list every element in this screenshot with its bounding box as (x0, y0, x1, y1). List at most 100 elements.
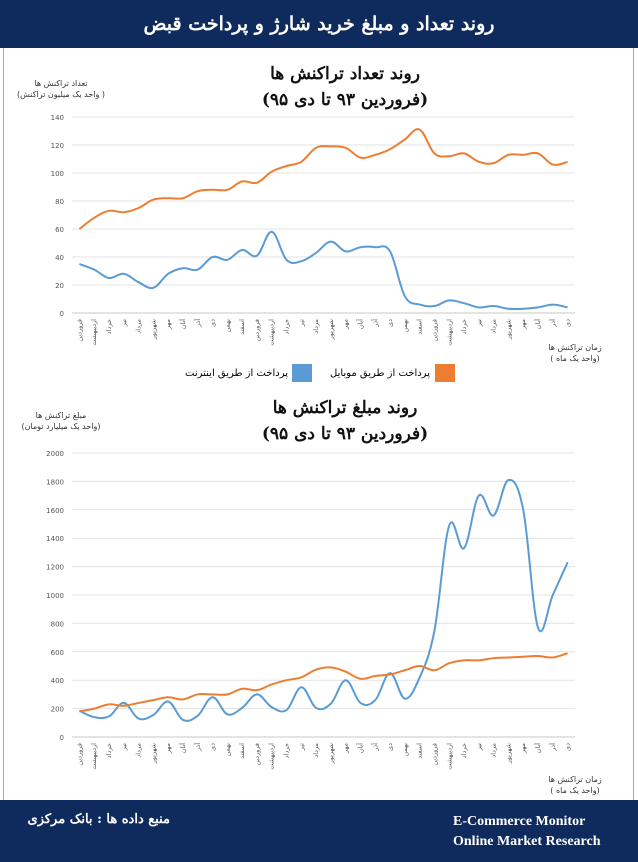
chart2-xtick-label: اسفند (416, 743, 424, 759)
chart1-xtick-label: شهریور (149, 319, 157, 340)
chart2-xtick-label: مرداد (135, 743, 143, 758)
chart1-xtick-label: مرداد (312, 319, 320, 334)
chart2-ytick-label: 1000 (46, 592, 64, 600)
header-bar (0, 0, 638, 48)
chart1-xlabel: زمان تراکنش ها (واحد یک ماه ) (520, 342, 630, 364)
chart1-ytick-label: 80 (55, 198, 64, 206)
chart1-xtick-label: آبان (355, 318, 364, 330)
chart2-xtick-label: مهر (519, 743, 527, 754)
chart2-xtick-label: اسفند (238, 743, 246, 759)
chart1-xtick-label: دی (386, 319, 394, 327)
chart2-ytick-label: 1200 (46, 564, 64, 572)
chart1-subtitle: (فروردین ۹۳ تا دی ۹۵) (261, 90, 429, 110)
chart1-xtick-label: آبان (178, 318, 187, 330)
chart2-xtick-label: اردیبهشت (90, 743, 98, 770)
chart2-xtick-label: تیر (297, 743, 305, 752)
chart2-ytick-label: 600 (51, 649, 64, 657)
legend-label-internet: پرداخت از طریق اینترنت (185, 368, 288, 379)
chart2-xtick-label: شهریور (504, 743, 512, 764)
chart2-ylabel-line2: (واحد یک میلیارد تومان) (21, 422, 101, 431)
footer-brand-line1: E-Commerce Monitor (453, 814, 586, 829)
chart2-xtick-label: خرداد (460, 743, 468, 758)
chart1-xtick-label: مهر (164, 319, 172, 330)
chart2-xtick-label: شهریور (327, 743, 335, 764)
chart1-xlabel-line2: (واحد یک ماه ) (550, 354, 600, 363)
chart1-xtick-label: اسفند (416, 319, 424, 335)
chart2-xtick-label: آبان (355, 742, 364, 754)
chart1-internet-line (79, 230, 568, 311)
chart1-xtick-label: فروردین (75, 319, 83, 342)
chart2-ylabel: مبلغ تراکنش ها (واحد یک میلیارد تومان) (6, 410, 116, 432)
chart2-ytick-label: 800 (51, 620, 64, 628)
chart2-xtick-label: آبان (533, 742, 542, 754)
chart2-xtick-label: بهمن (401, 743, 409, 757)
page-title: روند تعداد و مبلغ خرید شارژ و پرداخت قبض (143, 13, 495, 35)
chart1-mobile-line (78, 128, 568, 230)
chart1-ylabel-line1: تعداد تراکنش ها (34, 79, 88, 88)
chart1-xtick-label: آبان (533, 318, 542, 330)
chart2-ytick-label: 200 (51, 706, 64, 714)
chart1-xtick-label: بهمن (223, 319, 231, 333)
chart2-xtick-label: فروردین (253, 743, 261, 766)
footer-brand-line2: Online Market Research (453, 834, 601, 849)
chart1-xtick-label: فروردین (253, 319, 261, 342)
chart1-xtick-label: آذر (370, 318, 379, 328)
chart1-xtick-label: دی (564, 319, 572, 327)
chart2-xtick-label: آذر (193, 742, 202, 752)
chart2-xtick-label: مرداد (312, 743, 320, 758)
chart2-xtick-label: مرداد (490, 743, 498, 758)
legend-label-mobile: پرداخت از طریق موبایل (330, 368, 430, 379)
chart1-ytick-label: 140 (51, 114, 64, 122)
chart1-xtick-label: مهر (519, 319, 527, 330)
chart2-xtick-label: مهر (342, 743, 350, 754)
chart2-mobile-line (79, 652, 568, 713)
chart1-xtick-label: شهریور (504, 319, 512, 340)
chart2-xlabel: زمان تراکنش ها (واحد یک ماه ) (520, 774, 630, 796)
chart2-ytick-label: 1400 (46, 535, 64, 543)
chart1-xtick-label: مرداد (135, 319, 143, 334)
chart1-xtick-label: فروردین (430, 319, 438, 342)
chart1-xtick-label: بهمن (401, 319, 409, 333)
chart1-xtick-label: اسفند (238, 319, 246, 335)
chart2-xtick-label: دی (564, 743, 572, 751)
chart1-xtick-label: خرداد (105, 319, 113, 334)
chart2-ylabel-line1: مبلغ تراکنش ها (35, 411, 87, 420)
chart2-ytick-label: 400 (51, 677, 64, 685)
chart2-subtitle: (فروردین ۹۳ تا دی ۹۵) (261, 424, 429, 444)
chart1-ytick-label: 20 (55, 282, 64, 290)
chart1-ytick-label: 120 (51, 142, 64, 150)
chart2-xtick-label: مهر (164, 743, 172, 754)
chart2-xtick-label: اردیبهشت (268, 743, 276, 770)
chart1-xtick-label: تیر (120, 319, 128, 328)
chart2-xtick-label: بهمن (223, 743, 231, 757)
chart1-xtick-label: اردیبهشت (90, 319, 98, 346)
chart2-xtick-label: فروردین (75, 743, 83, 766)
chart2-xtick-label: تیر (475, 743, 483, 752)
chart1-xlabel-line1: زمان تراکنش ها (548, 343, 602, 352)
footer-bar (0, 800, 638, 862)
chart2-ytick-label: 1800 (46, 478, 64, 486)
chart2-xtick-label: آذر (370, 742, 379, 752)
chart1-ytick-label: 60 (55, 226, 64, 234)
chart2-xtick-label: اردیبهشت (445, 743, 453, 770)
chart1-xtick-label: آذر (548, 318, 557, 328)
chart2-xtick-label: خرداد (105, 743, 113, 758)
chart2-xtick-label: فروردین (430, 743, 438, 766)
chart2-title: روند مبلغ تراکنش ها (272, 398, 418, 418)
chart2-xtick-label: شهریور (149, 743, 157, 764)
chart1-xtick-label: مرداد (490, 319, 498, 334)
legend: پرداخت از طریق اینترنت پرداخت از طریق مو… (160, 364, 460, 384)
chart1-xtick-label: تیر (475, 319, 483, 328)
chart1-xtick-label: مهر (342, 319, 350, 330)
chart2-svg: 0 200 400 600 800 1000 1200 1400 1600 1800 2000 فرو… (46, 450, 575, 770)
chart2-xtick-label: آبان (178, 742, 187, 754)
legend-swatch-internet (292, 364, 312, 382)
chart2-xtick-label: خرداد (283, 743, 291, 758)
chart1-xtick-label: شهریور (327, 319, 335, 340)
footer-source: منبع داده ها : بانک مرکزی (27, 812, 170, 827)
chart1-title: روند تعداد تراکنش ها (270, 64, 420, 84)
chart1-xtick-label: خرداد (283, 319, 291, 334)
chart2-xtick-label: تیر (120, 743, 128, 752)
chart1-xtick-label: خرداد (460, 319, 468, 334)
chart2-xlabel-line2: (واحد یک ماه ) (550, 786, 600, 795)
